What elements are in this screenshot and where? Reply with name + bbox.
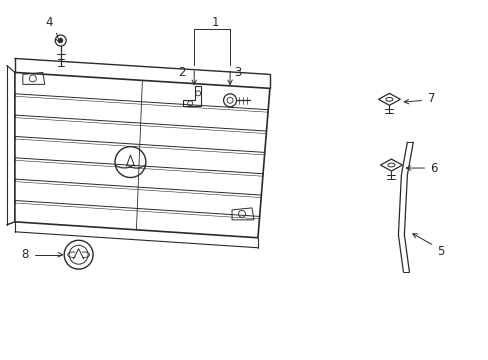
Text: 4: 4 bbox=[45, 16, 52, 29]
Text: 6: 6 bbox=[429, 162, 437, 175]
Circle shape bbox=[59, 39, 63, 43]
Text: 2: 2 bbox=[178, 66, 185, 79]
Text: 5: 5 bbox=[437, 245, 444, 258]
Text: 8: 8 bbox=[21, 248, 28, 261]
Text: 1: 1 bbox=[211, 16, 219, 29]
Text: 3: 3 bbox=[234, 66, 241, 79]
Text: 7: 7 bbox=[427, 92, 434, 105]
